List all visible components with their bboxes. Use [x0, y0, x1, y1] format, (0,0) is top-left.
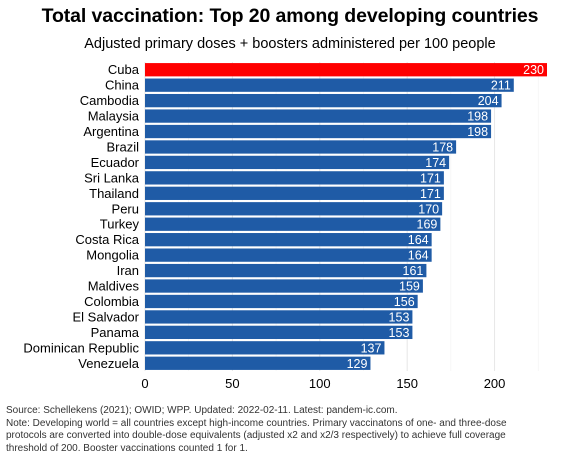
bar — [145, 233, 432, 247]
data-label: 164 — [408, 249, 429, 263]
bar — [145, 202, 443, 216]
data-label: 198 — [467, 110, 488, 124]
data-label: 153 — [389, 310, 410, 324]
bar — [145, 155, 450, 170]
category-labels: CubaChinaCambodiaMalaysiaArgentinaBrazil… — [23, 62, 139, 371]
category-label: Sri Lanka — [84, 170, 140, 185]
data-label: 137 — [361, 341, 382, 355]
x-tick-label: 100 — [309, 376, 331, 391]
category-label: Brazil — [106, 139, 139, 154]
footer-notes: Source: Schellekens (2021); OWID; WPP. U… — [6, 405, 576, 455]
bar — [145, 186, 444, 200]
data-label: 174 — [425, 156, 446, 170]
bar — [145, 294, 418, 309]
note-line: Note: Developing world = all countries e… — [6, 417, 507, 429]
bar — [145, 109, 492, 123]
category-label: Argentina — [83, 124, 139, 139]
data-label: 178 — [432, 140, 453, 154]
data-label: 230 — [523, 63, 544, 77]
bar — [145, 263, 427, 278]
data-label: 211 — [491, 79, 511, 93]
x-tick-label: 150 — [396, 376, 418, 391]
x-tick-label: 0 — [141, 376, 148, 391]
data-label: 204 — [478, 94, 499, 108]
bar — [145, 248, 432, 262]
category-label: Cuba — [108, 62, 140, 77]
bar — [145, 341, 385, 355]
data-label: 170 — [418, 202, 439, 216]
data-label: 129 — [347, 357, 368, 371]
gridlines — [144, 62, 539, 371]
data-label: 156 — [394, 295, 415, 309]
x-tick-label: 200 — [484, 376, 506, 391]
data-label: 171 — [420, 187, 441, 201]
bar — [145, 325, 413, 340]
bar — [145, 63, 547, 77]
category-label: Thailand — [89, 186, 139, 201]
bars: 2302112041981981781741711711701691641641… — [145, 63, 547, 371]
category-label: Peru — [112, 201, 139, 216]
bar — [145, 217, 441, 231]
data-label: 161 — [403, 264, 424, 278]
x-tick-label: 50 — [225, 376, 239, 391]
bar — [145, 78, 514, 92]
bar-chart: 2302112041981981781741711711701691641641… — [23, 62, 547, 391]
category-label: Costa Rica — [75, 232, 139, 247]
chart-subtitle: Adjusted primary doses + boosters admini… — [84, 36, 496, 52]
bar — [145, 140, 457, 154]
category-label: Panama — [91, 325, 140, 340]
category-label: China — [105, 78, 140, 93]
category-label: Iran — [117, 263, 139, 278]
data-label: 164 — [408, 233, 429, 247]
category-label: Mongolia — [86, 248, 140, 263]
chart-title: Total vaccination: Top 20 among developi… — [41, 5, 539, 27]
bar — [145, 171, 444, 185]
category-label: Turkey — [100, 217, 140, 232]
category-label: El Salvador — [73, 309, 140, 324]
data-label: 198 — [467, 125, 488, 139]
category-label: Cambodia — [80, 93, 140, 108]
source-note: Source: Schellekens (2021); OWID; WPP. U… — [6, 405, 398, 416]
x-axis-ticks: 0 50 100 150 200 — [141, 376, 505, 391]
bar — [145, 93, 502, 108]
category-label: Dominican Republic — [23, 340, 139, 355]
bar — [145, 356, 371, 370]
bar — [145, 124, 492, 139]
category-label: Venezuela — [78, 356, 139, 371]
data-label: 169 — [417, 218, 438, 232]
data-label: 153 — [389, 326, 410, 340]
note-line: protocols are converted into double-dose… — [6, 430, 506, 441]
data-label: 159 — [399, 280, 420, 294]
category-label: Colombia — [84, 294, 140, 309]
note-line: threshold of 200. Booster vaccinations c… — [6, 442, 248, 454]
category-label: Ecuador — [91, 155, 140, 170]
category-label: Malaysia — [88, 109, 140, 124]
category-label: Maldives — [88, 279, 140, 294]
bar — [145, 279, 423, 293]
bar — [145, 310, 413, 324]
data-label: 171 — [420, 171, 441, 185]
